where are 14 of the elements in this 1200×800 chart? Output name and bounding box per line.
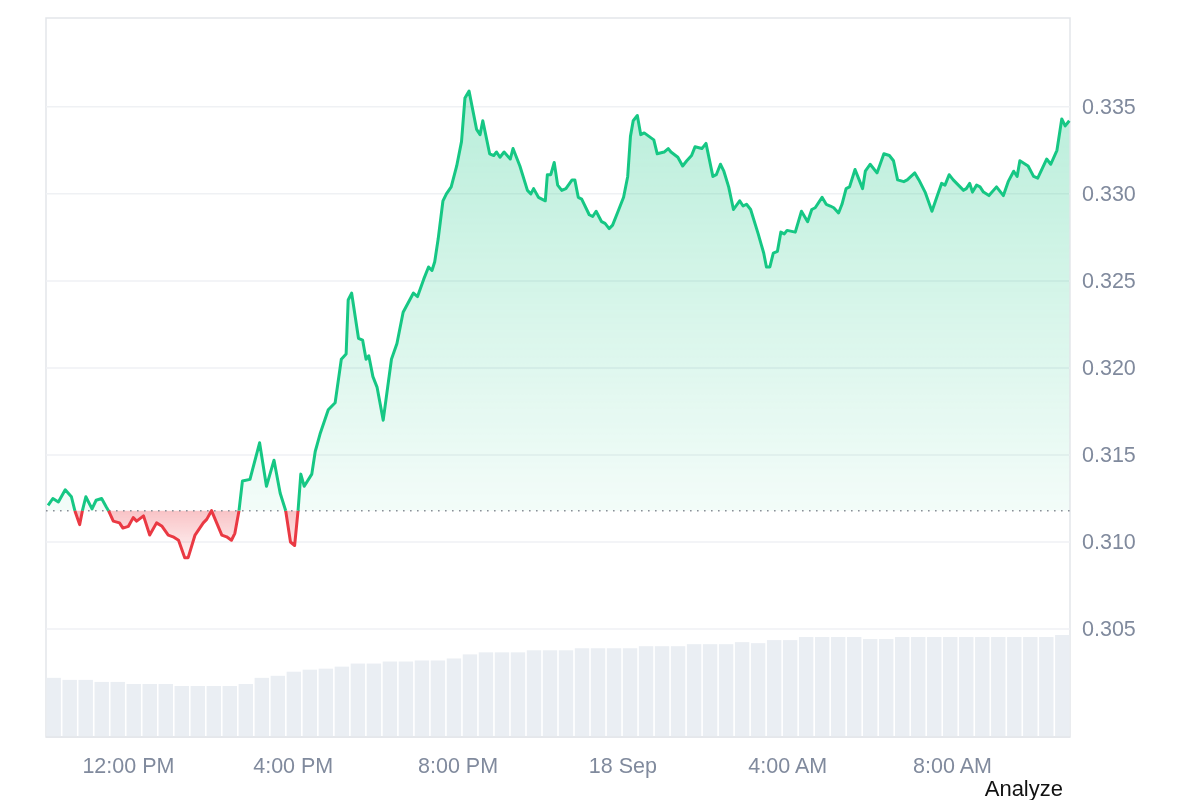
y-tick-label: 0.310	[1082, 530, 1136, 555]
x-tick-label: 4:00 AM	[748, 754, 828, 778]
y-tick-label: 0.335	[1082, 94, 1136, 119]
x-tick-label: 18 Sep	[588, 754, 658, 778]
y-tick-label: 0.320	[1082, 355, 1136, 380]
x-tick-label: 4:00 PM	[253, 754, 334, 778]
x-tick-label: 8:00 PM	[418, 754, 499, 778]
x-tick-label: 12:00 PM	[82, 754, 175, 778]
y-tick-label: 0.330	[1082, 181, 1136, 206]
y-tick-label: 0.315	[1082, 442, 1136, 467]
text: Analyze	[984, 775, 1063, 800]
x-tick-label: 8:00 AM	[913, 754, 992, 778]
y-tick-label: 0.305	[1082, 617, 1136, 642]
y-tick-label: 0.325	[1082, 268, 1136, 293]
